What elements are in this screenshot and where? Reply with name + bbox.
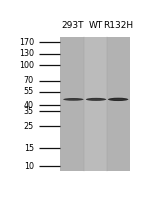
Text: 40: 40 (24, 101, 34, 110)
Bar (60, 37, 130, 171)
Bar (107, 37, 130, 171)
Bar (84, 37, 107, 171)
Ellipse shape (90, 99, 102, 100)
Text: 35: 35 (24, 107, 34, 116)
Bar (60, 37, 84, 171)
Ellipse shape (112, 99, 124, 100)
Ellipse shape (63, 98, 84, 101)
Text: 170: 170 (19, 38, 34, 47)
Text: WT: WT (88, 21, 103, 31)
Ellipse shape (108, 98, 128, 101)
Ellipse shape (86, 98, 106, 101)
Text: 25: 25 (24, 122, 34, 131)
Ellipse shape (68, 99, 79, 100)
Text: 55: 55 (24, 87, 34, 96)
Text: R132H: R132H (103, 21, 133, 31)
Text: 10: 10 (24, 162, 34, 171)
Text: 293T: 293T (61, 21, 83, 31)
Text: 70: 70 (24, 76, 34, 85)
Text: 100: 100 (19, 61, 34, 70)
Text: 15: 15 (24, 144, 34, 153)
Text: 130: 130 (19, 49, 34, 58)
